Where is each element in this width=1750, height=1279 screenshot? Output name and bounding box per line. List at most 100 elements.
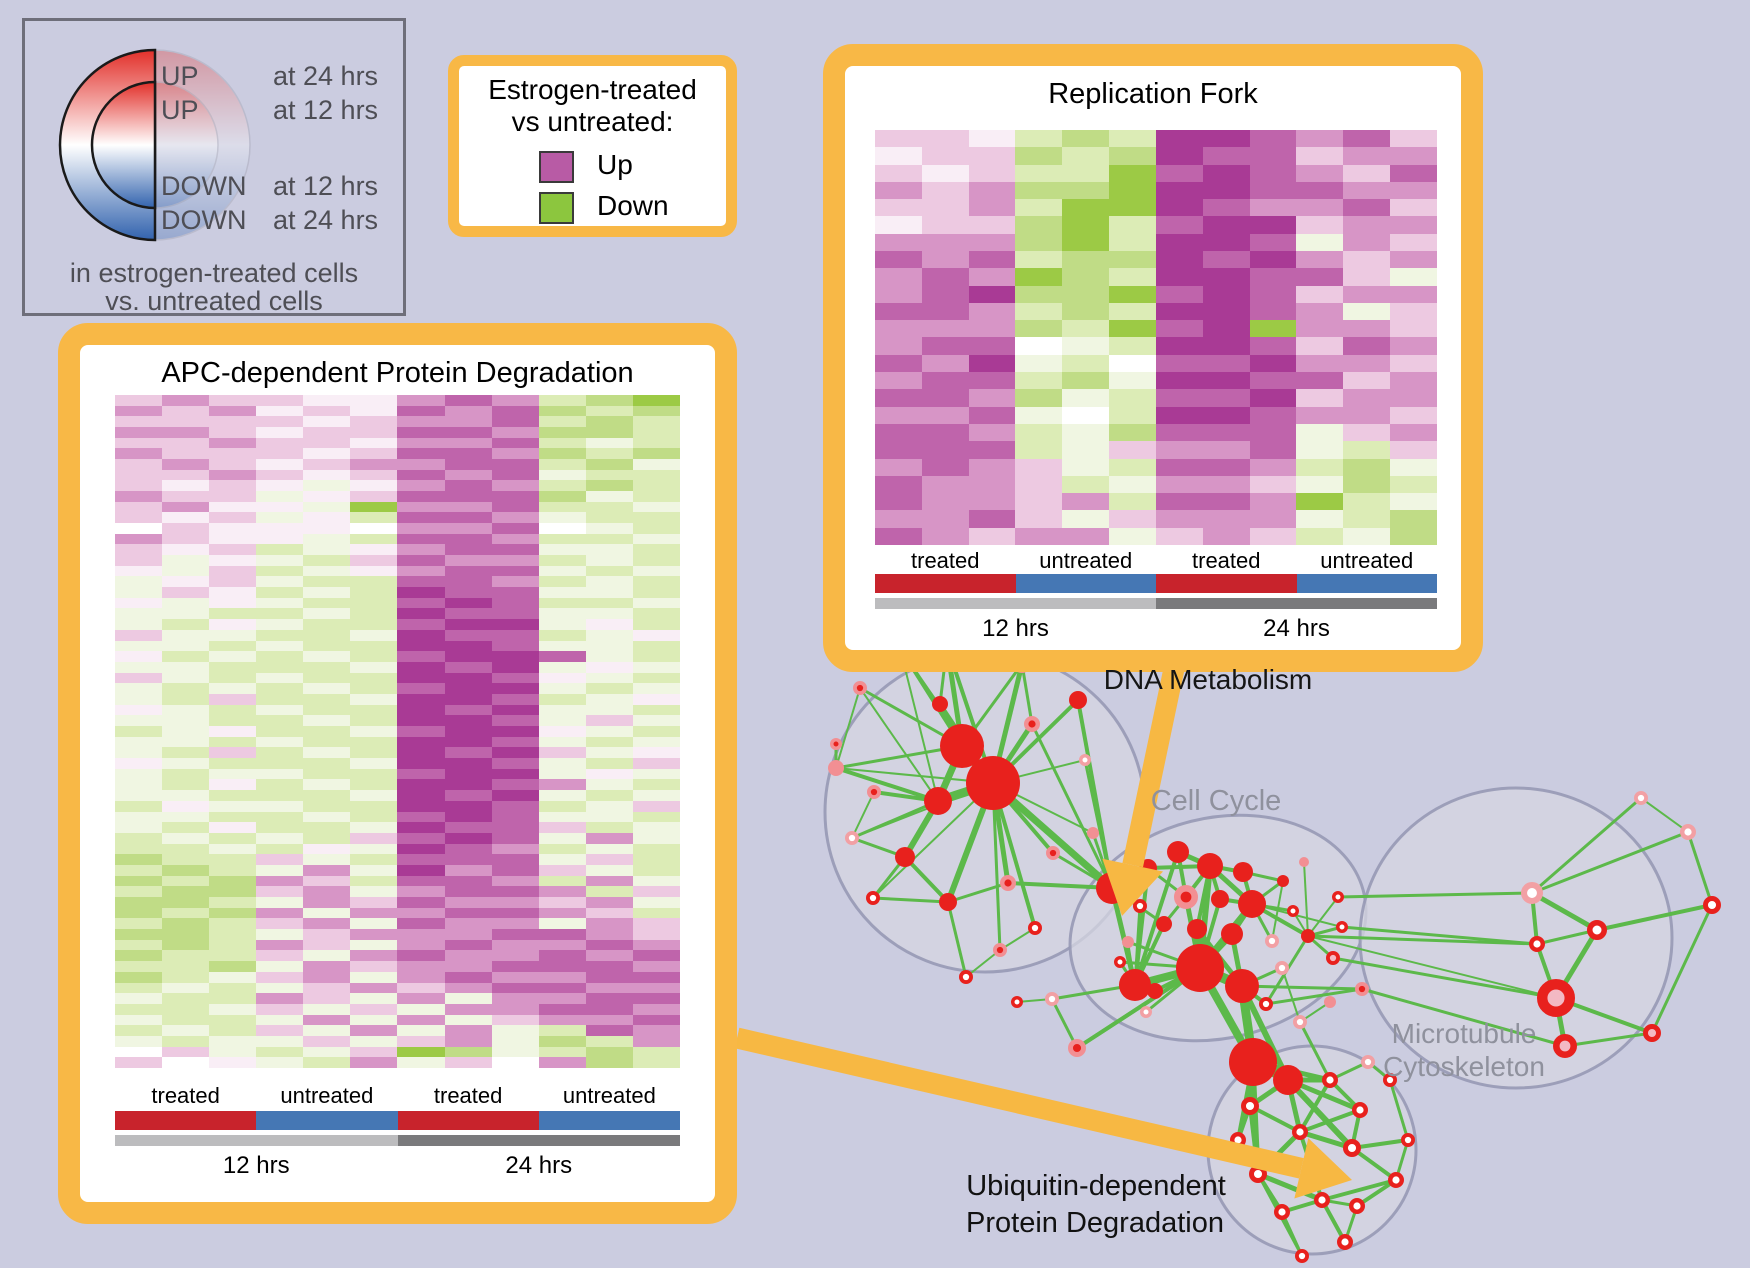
- hours-12-label: 12 hrs: [222, 1152, 290, 1179]
- scale-legend-box: UP at 24 hrs UP at 12 hrs DOWN at 12 hrs…: [22, 18, 406, 316]
- gene-node: [939, 893, 957, 911]
- gene-node: [1067, 1038, 1086, 1057]
- network-edge: [1332, 956, 1557, 1000]
- gene-node: [1114, 956, 1126, 968]
- rf-hours-bar: [875, 598, 1437, 609]
- gene-node: [866, 784, 881, 799]
- network-edge: [1337, 891, 1533, 899]
- network-edge: [872, 782, 994, 899]
- network-edge: [1249, 1104, 1301, 1134]
- up-label: Up: [597, 149, 633, 180]
- gene-node: [1321, 1071, 1338, 1088]
- ubiquitin-label-line1: Ubiquitin-dependent: [966, 1170, 1226, 1202]
- network-edge: [835, 687, 861, 769]
- network-edge: [1075, 966, 1202, 1050]
- estrogen-legend-title-2: vs untreated:: [511, 106, 674, 137]
- gene-node: [1265, 933, 1280, 948]
- gene-node: [1383, 1073, 1398, 1088]
- gene-node: [1301, 929, 1315, 943]
- gene-node: [1332, 891, 1344, 903]
- hours-24-label: 24 hrs: [505, 1152, 573, 1179]
- group-label-treated: treated: [911, 548, 980, 573]
- group-label-treated: treated: [1192, 548, 1261, 573]
- gene-node: [1273, 1203, 1290, 1220]
- network-edge: [1564, 1031, 1653, 1048]
- apc-group-labels: treated untreated treated untreated: [115, 1083, 680, 1109]
- gene-node: [1023, 716, 1040, 733]
- gene-node: [1119, 969, 1151, 1001]
- ubiquitin-label-line2: Protein Degradation: [966, 1207, 1224, 1239]
- legend-dir: DOWN: [161, 171, 247, 201]
- down-label: Down: [597, 190, 669, 221]
- annotation-arrow-head: [1102, 858, 1164, 916]
- legend-time: at 12 hrs: [273, 95, 379, 125]
- annotation-arrow-head: [1294, 1138, 1352, 1199]
- gene-node: [1401, 1133, 1416, 1148]
- rf-condition-bar: [875, 574, 1437, 593]
- gene-node: [1348, 1197, 1365, 1214]
- network-edge: [1388, 1079, 1410, 1141]
- gene-node: [958, 969, 973, 984]
- inner-solid-half: [90, 80, 157, 210]
- gene-node: [1087, 827, 1099, 839]
- gene-node: [932, 696, 948, 712]
- legend-footer-line1: in estrogen-treated cells: [69, 258, 359, 288]
- hours-24-bar: [1156, 598, 1437, 609]
- network-edge: [947, 881, 1009, 904]
- hours-12-bar: [115, 1135, 398, 1146]
- network-edge: [1531, 796, 1642, 895]
- gene-node: [1387, 1171, 1404, 1188]
- gene-node: [1324, 996, 1336, 1008]
- gene-node: [1028, 920, 1043, 935]
- hours-24-bar: [397, 1135, 680, 1146]
- network-edge: [1299, 1129, 1353, 1151]
- gene-node: [1553, 1034, 1578, 1059]
- gene-node: [1045, 991, 1060, 1006]
- replication-fork-title: Replication Fork: [1048, 78, 1258, 110]
- gene-node: [1147, 983, 1163, 999]
- network-edge: [1686, 831, 1714, 906]
- gene-node: [1295, 1249, 1310, 1264]
- gene-node: [1197, 853, 1223, 879]
- rf-hours-labels: 12 hrs 24 hrs: [875, 615, 1437, 643]
- gene-node: [992, 942, 1007, 957]
- network-edge: [1640, 797, 1689, 833]
- gene-node: [1528, 936, 1545, 953]
- gene-node: [1156, 916, 1172, 932]
- network-edge: [1239, 984, 1291, 1082]
- network-edge: [1298, 1021, 1332, 1081]
- network-edge: [1321, 1178, 1397, 1202]
- gene-node: [1342, 1138, 1361, 1157]
- gene-node: [844, 830, 859, 845]
- network-edge: [1596, 903, 1713, 932]
- estrogen-legend-box: Estrogen-treated vs untreated: Up Down: [448, 55, 737, 237]
- updown-gradient-circle: [58, 48, 251, 242]
- untreated-bar: [1296, 574, 1437, 593]
- gene-node: [1167, 841, 1189, 863]
- network-edge: [1361, 987, 1566, 1048]
- network-edge: [1307, 935, 1557, 999]
- treated-bar: [397, 1111, 539, 1130]
- microtubule-label-line2: Cytoskeleton: [1383, 1051, 1545, 1082]
- legend-time: at 24 hrs: [273, 205, 379, 235]
- gene-node: [1336, 1233, 1353, 1250]
- network-edge: [1007, 881, 1113, 890]
- gene-node: [830, 738, 842, 750]
- gene-node: [1079, 754, 1091, 766]
- group-label-treated: treated: [151, 1083, 220, 1108]
- gene-node: [1273, 1065, 1303, 1095]
- network-edge: [1341, 925, 1538, 946]
- estrogen-legend-title-1: Estrogen-treated: [488, 74, 697, 105]
- network-edge: [1281, 967, 1301, 1023]
- apc-hours-labels: 12 hrs 24 hrs: [115, 1152, 680, 1180]
- gene-node: [895, 847, 915, 867]
- gene-node: [1140, 1006, 1152, 1018]
- gene-node: [924, 787, 952, 815]
- replication-fork-panel: Replication Fork treated untreated treat…: [823, 44, 1483, 672]
- network-edge: [859, 687, 939, 802]
- gene-node: [1313, 1191, 1330, 1208]
- gene-node: [1361, 1055, 1376, 1070]
- network-edge: [1050, 998, 1079, 1049]
- gene-node: [1293, 1014, 1308, 1029]
